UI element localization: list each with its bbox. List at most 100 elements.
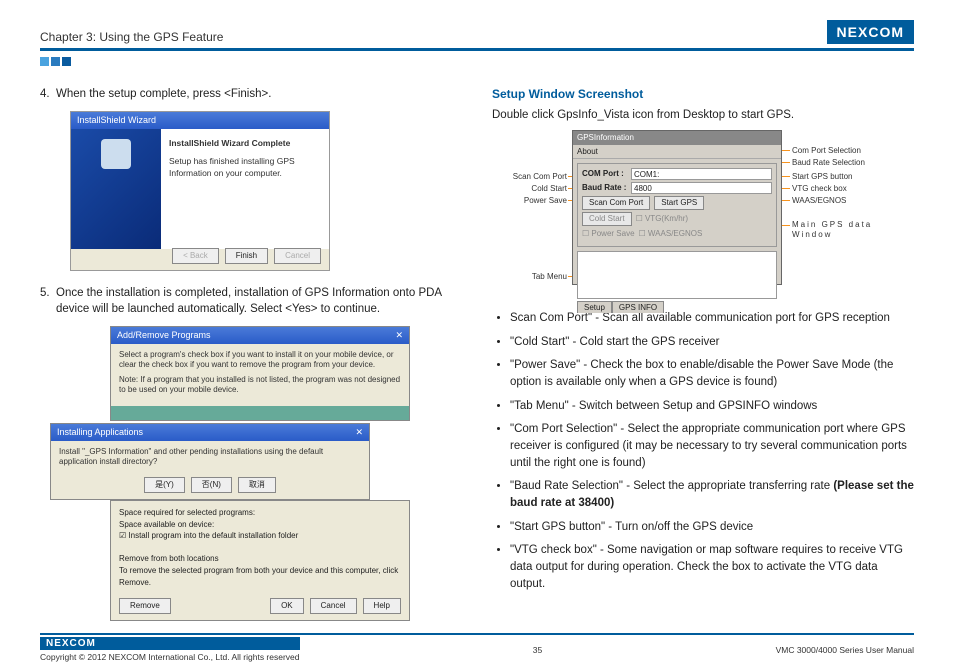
dialog-title: Add/Remove Programs [117,329,211,342]
cancel-button[interactable]: Cancel [274,248,321,264]
list-item: "Baud Rate Selection" - Select the appro… [510,478,914,511]
baud-label: Baud Rate : [582,182,627,194]
wizard-buttons: < Back Finish Cancel [172,248,321,264]
list-item: "Com Port Selection" - Select the approp… [510,421,914,471]
dialog-buttons: 是(Y) 否(N) 取消 [51,473,369,499]
footer-logo: NEXCOM [40,637,300,650]
page: Chapter 3: Using the GPS Feature NEXCOM … [0,0,954,672]
tab-gpsinfo[interactable]: GPS INFO [612,301,664,314]
square-2 [51,57,60,66]
step-text: When the setup complete, press <Finish>. [56,86,271,103]
dialog-text-1: Select a program's check box if you want… [119,350,401,371]
callout-power: Power Save [492,196,567,206]
dialog-titlebar: Installing Applications ✕ [51,424,369,441]
wizard-text: InstallShield Wizard Complete Setup has … [161,129,329,249]
square-3 [62,57,71,66]
section-intro: Double click GpsInfo_Vista icon from Des… [492,107,914,124]
power-waas-row: ☐ Power Save ☐ WAAS/EGNOS [582,228,772,240]
addremove-screenshot-group: Add/Remove Programs ✕ Select a program's… [110,326,410,621]
list-item: "Start GPS button" - Turn on/off the GPS… [510,519,914,536]
main-content: 4. When the setup complete, press <Finis… [40,86,914,633]
copyright-text: Copyright © 2012 NEXCOM International Co… [40,652,300,662]
footer-left: NEXCOM Copyright © 2012 NEXCOM Internati… [40,637,300,662]
list-item: "Tab Menu" - Switch between Setup and GP… [510,398,914,415]
baud-row: Baud Rate : 4800 [582,182,772,194]
dialog-titlebar: Add/Remove Programs ✕ [111,327,409,344]
waas-checkbox[interactable]: ☐ WAAS/EGNOS [639,228,703,240]
callout-vtg: VTG check box [792,184,847,194]
gps-tabs: Setup GPS INFO [577,301,777,314]
com-port-select[interactable]: COM1: [631,168,772,180]
accent-squares [40,57,914,66]
ok-button[interactable]: OK [270,598,304,614]
gps-data-textarea[interactable] [577,251,777,299]
dialog-body: Install "_GPS Information" and other pen… [51,441,369,474]
yes-button[interactable]: 是(Y) [144,477,185,493]
callout-baud: Baud Rate Selection [792,158,865,168]
tab-setup[interactable]: Setup [577,301,612,314]
section-heading: Setup Window Screenshot [492,86,914,103]
callout-scan: Scan Com Port [492,172,567,182]
callout-comport: Com Port Selection [792,146,861,156]
start-gps-button[interactable]: Start GPS [654,196,704,210]
callout-cold: Cold Start [492,184,567,194]
feature-list: Scan Com Port" - Scan all available comm… [510,310,914,592]
finish-button[interactable]: Finish [225,248,268,264]
square-1 [40,57,49,66]
step-number: 4. [40,86,56,103]
cold-start-button[interactable]: Cold Start [582,212,632,226]
com-port-label: COM Port : [582,168,627,180]
close-icon[interactable]: ✕ [355,426,363,439]
chapter-title: Chapter 3: Using the GPS Feature [40,30,223,44]
lower-buttons: Remove OK Cancel Help [111,594,409,620]
manual-title: VMC 3000/4000 Series User Manual [776,645,914,655]
gps-titlebar: GPSInformation [573,131,781,145]
dialog-title: Installing Applications [57,426,143,439]
page-number: 35 [533,645,542,655]
cancel-button[interactable]: Cancel [310,598,357,614]
cancel-button[interactable]: 取消 [238,477,276,493]
remove-button[interactable]: Remove [119,598,171,614]
callout-main: Main GPS data Window [792,220,882,239]
step-4: 4. When the setup complete, press <Finis… [40,86,462,103]
window-titlebar: InstallShield Wizard [71,112,329,129]
window-body: InstallShield Wizard Complete Setup has … [71,129,329,249]
list-item: "Power Save" - Check the box to enable/d… [510,357,914,390]
addremove-dialog: Add/Remove Programs ✕ Select a program's… [110,326,410,421]
help-button[interactable]: Help [363,598,401,614]
wizard-body-text: Setup has finished installing GPS Inform… [169,155,321,180]
scan-start-row: Scan Com Port Start GPS [582,196,772,210]
progress-band [111,406,409,420]
no-button[interactable]: 否(N) [191,477,232,493]
installshield-screenshot: InstallShield Wizard InstallShield Wizar… [70,111,330,271]
dialog-text-2: Note: If a program that you installed is… [119,375,401,396]
wizard-graphic [71,129,161,249]
step-number: 5. [40,285,56,318]
com-port-row: COM Port : COM1: [582,168,772,180]
lower-body: Space required for selected programs: Sp… [111,501,409,594]
cold-vtg-row: Cold Start ☐ VTG(Km/hr) [582,212,772,226]
addremove-lower: Space required for selected programs: Sp… [110,500,410,621]
list-item: "Cold Start" - Cold start the GPS receiv… [510,334,914,351]
callout-start: Start GPS button [792,172,852,182]
vtg-checkbox[interactable]: ☐ VTG(Km/hr) [636,213,689,225]
close-icon[interactable]: ✕ [395,329,403,342]
baud-select[interactable]: 4800 [631,182,772,194]
installing-apps-dialog: Installing Applications ✕ Install "_GPS … [50,423,370,500]
callout-tab: Tab Menu [492,272,567,282]
callout-waas: WAAS/EGNOS [792,196,846,206]
gps-window: GPSInformation About COM Port : COM1: Ba… [572,130,782,285]
wizard-heading: InstallShield Wizard Complete [169,137,321,149]
gps-frame: COM Port : COM1: Baud Rate : 4800 Scan C… [577,163,777,247]
dialog-body: Select a program's check box if you want… [111,344,409,402]
page-footer: NEXCOM Copyright © 2012 NEXCOM Internati… [40,633,914,662]
power-save-checkbox[interactable]: ☐ Power Save [582,228,635,240]
left-column: 4. When the setup complete, press <Finis… [40,86,462,633]
list-item: "VTG check box" - Some navigation or map… [510,542,914,592]
back-button[interactable]: < Back [172,248,219,264]
step-5: 5. Once the installation is completed, i… [40,285,462,318]
scan-button[interactable]: Scan Com Port [582,196,650,210]
brand-logo: NEXCOM [827,20,914,44]
page-header: Chapter 3: Using the GPS Feature NEXCOM [40,20,914,51]
gps-menu[interactable]: About [573,145,781,160]
